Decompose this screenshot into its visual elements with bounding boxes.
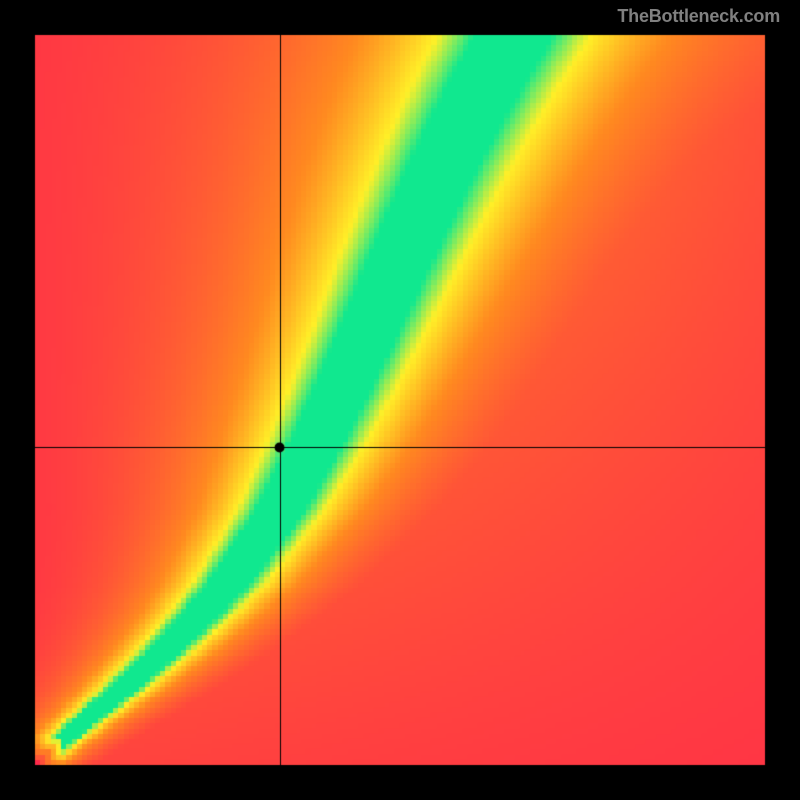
watermark-text: TheBottleneck.com <box>617 6 780 27</box>
heatmap-canvas <box>0 0 800 800</box>
chart-container: TheBottleneck.com <box>0 0 800 800</box>
